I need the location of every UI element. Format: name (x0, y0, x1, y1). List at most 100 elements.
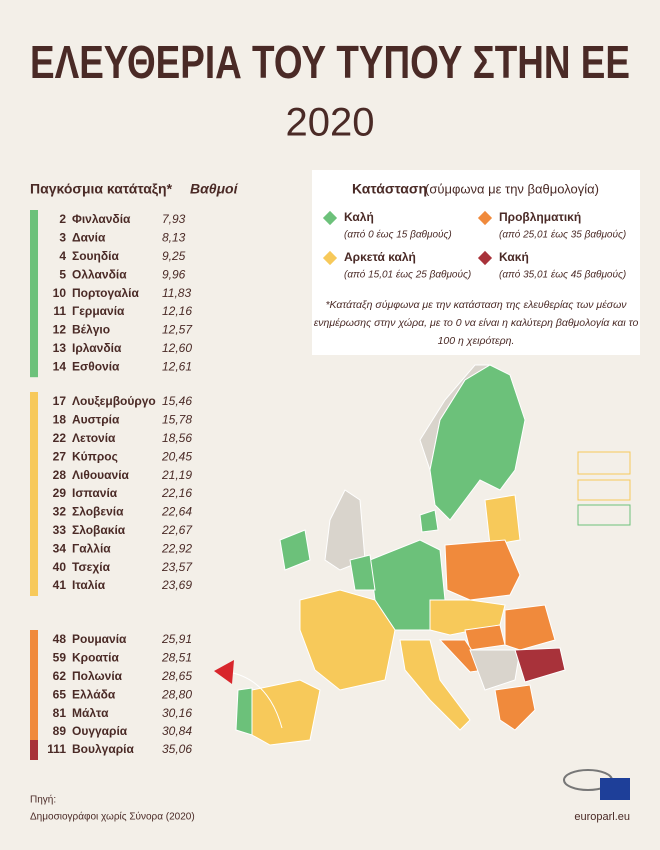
rank: 10 (53, 286, 67, 300)
footer: europarl.eu (574, 811, 630, 823)
rank: 81 (53, 706, 67, 720)
legend-range: (από 15,01 έως 25 βαθμούς) (344, 269, 471, 281)
group-bar (30, 210, 38, 378)
country: Γαλλία (72, 541, 111, 555)
legend-range: (από 35,01 έως 45 βαθμούς) (499, 269, 626, 281)
rank: 65 (53, 687, 67, 701)
score: 8,13 (162, 231, 186, 245)
score: 30,84 (162, 724, 192, 738)
rank: 59 (53, 651, 67, 665)
inset-box (577, 479, 631, 501)
rank: 32 (53, 505, 67, 519)
ranking-heading: Παγκόσμια κατάταξη* (30, 181, 173, 197)
country: Αυστρία (72, 413, 120, 427)
legend-swatch (322, 210, 338, 226)
map-region (484, 494, 521, 546)
country: Ελλάδα (72, 687, 116, 701)
country: Λετονία (72, 431, 116, 445)
group-bar (30, 630, 38, 742)
score: 9,96 (162, 267, 186, 281)
country: Ολλανδία (72, 267, 127, 281)
score: 12,60 (162, 341, 192, 355)
score: 15,78 (162, 413, 192, 427)
country: Πολωνία (72, 669, 123, 683)
rank: 3 (59, 231, 66, 245)
map-region (349, 554, 376, 591)
country: Σλοβακία (72, 523, 126, 537)
country: Δανία (72, 231, 106, 245)
rank: 29 (53, 486, 67, 500)
score: 22,16 (161, 486, 192, 500)
score: 12,16 (162, 304, 192, 318)
rank: 48 (53, 632, 67, 646)
rank: 28 (53, 468, 67, 482)
country: Κροατία (72, 651, 119, 665)
map-region (419, 509, 439, 533)
score: 11,83 (162, 286, 191, 300)
rank: 14 (53, 359, 67, 373)
rank: 17 (53, 394, 67, 408)
country: Ουγγαρία (72, 724, 128, 738)
rank: 12 (53, 323, 67, 337)
map-region (399, 639, 471, 731)
rank: 34 (53, 541, 67, 555)
rank: 13 (53, 341, 67, 355)
inset-box (577, 504, 631, 526)
rank: 27 (53, 449, 67, 463)
rank: 22 (53, 431, 67, 445)
country: Βέλγιο (72, 323, 110, 337)
score: 22,64 (161, 505, 192, 519)
score: 22,92 (161, 541, 192, 555)
country: Τσεχία (72, 560, 111, 574)
map-region (464, 624, 506, 651)
country: Ρουμανία (72, 632, 127, 646)
legend-note: *Κατάταξη σύμφωνα με την κατάσταση της ε… (325, 299, 627, 311)
source-text: Δημοσιογράφοι χωρίς Σύνορα (2020) (30, 811, 195, 823)
map (214, 364, 631, 746)
rank: 40 (53, 560, 67, 574)
country: Πορτογαλία (72, 286, 139, 300)
country: Ιταλία (72, 578, 106, 592)
legend-swatch (322, 250, 338, 266)
map-region (494, 684, 536, 731)
score: 23,57 (161, 560, 193, 574)
country: Σλοβενία (72, 505, 124, 519)
legend-swatch (477, 250, 493, 266)
score: 9,25 (162, 249, 186, 263)
map-region (504, 604, 556, 651)
rank: 5 (59, 267, 66, 281)
map-region (514, 647, 566, 683)
legend-subtitle: (σύμφωνα με την βαθμολογία) (425, 181, 599, 196)
map-region (279, 529, 311, 571)
map-region (299, 589, 396, 691)
score-heading: Βαθμοί (190, 181, 239, 197)
legend-box (312, 170, 640, 355)
rank: 33 (53, 523, 67, 537)
title: ΕΛΕΥΘΕΡΙΑ ΤΟΥ ΤΥΠΟΥ ΣΤΗΝ ΕΕ (30, 36, 630, 88)
score: 35,06 (162, 742, 192, 756)
rank: 18 (53, 413, 67, 427)
score: 12,61 (162, 359, 192, 373)
country: Γερμανία (72, 304, 125, 318)
legend-range: (από 25,01 έως 35 βαθμούς) (499, 229, 626, 241)
score: 15,46 (162, 394, 192, 408)
group-bar (30, 392, 38, 596)
country: Μάλτα (72, 706, 109, 720)
score: 28,51 (161, 651, 192, 665)
country: Ιρλανδία (72, 341, 122, 355)
legend-label: Κακή (499, 250, 529, 264)
rank: 89 (53, 724, 67, 738)
legend-label: Καλή (344, 210, 374, 224)
score: 7,93 (162, 212, 186, 226)
map-region (444, 539, 521, 601)
source-label: Πηγή: (30, 794, 56, 806)
score: 28,80 (161, 687, 192, 701)
legend-label: Αρκετά καλή (344, 250, 416, 264)
country: Ισπανία (72, 486, 118, 500)
score: 28,65 (161, 669, 192, 683)
arrow (227, 671, 283, 729)
group-bar (30, 740, 38, 760)
inset-box (577, 451, 631, 475)
arrow-head (214, 660, 234, 684)
